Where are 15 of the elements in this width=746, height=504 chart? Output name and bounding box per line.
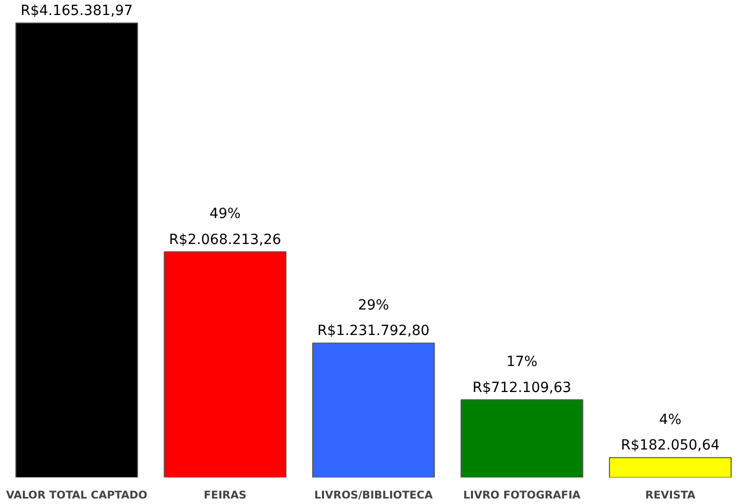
data-label: 49% R$2.068.213,26 [169, 206, 282, 248]
bar [312, 342, 435, 478]
bar [164, 251, 286, 478]
x-tick-label: REVISTA [645, 488, 696, 502]
x-tick-label: VALOR TOTAL CAPTADO [6, 488, 148, 502]
x-tick-label: LIVROS/BIBLIOTECA [314, 488, 434, 502]
data-label: 4% R$182.050,64 [620, 412, 720, 454]
bar [460, 399, 584, 478]
data-label: 17% R$712.109,63 [472, 354, 572, 396]
data-label: R$4.165.381,97 [20, 2, 133, 19]
data-label: 29% R$1.231.792,80 [317, 297, 430, 340]
x-tick-label: FEIRAS [204, 488, 246, 502]
bar [608, 457, 732, 478]
bar [15, 22, 138, 478]
x-tick-label: LIVRO FOTOGRAFIA [463, 488, 582, 502]
